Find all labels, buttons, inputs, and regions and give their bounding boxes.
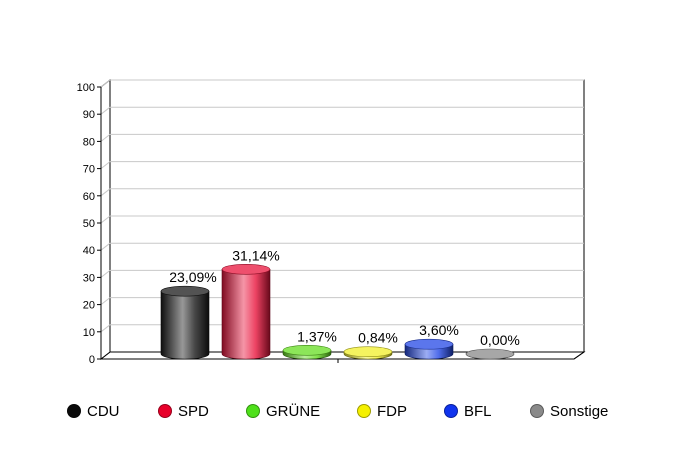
y-tick-label: 30 <box>83 272 95 284</box>
y-tick-label: 70 <box>83 164 95 176</box>
bar-fdp <box>343 346 393 360</box>
data-label: 0,84% <box>358 330 398 346</box>
y-tick-label: 80 <box>83 136 95 148</box>
legend-label: CDU <box>87 402 120 420</box>
legend-label: BFL <box>464 402 492 420</box>
bar-top <box>160 285 210 297</box>
legend-item: SPD <box>158 400 209 422</box>
bar-cdu <box>160 285 210 360</box>
bar-top <box>465 348 515 360</box>
data-label: 0,00% <box>480 332 520 348</box>
data-label: 23,09% <box>169 269 216 285</box>
bar-bfl <box>404 338 454 360</box>
y-tick-label: 0 <box>89 354 95 366</box>
y-tick-label: 10 <box>83 327 95 339</box>
legend: CDU SPD GRÜNE FDP BFL Sonstige <box>0 400 678 424</box>
bar-spd <box>221 263 271 360</box>
data-label: 3,60% <box>419 322 459 338</box>
legend-label: FDP <box>377 402 407 420</box>
gridline-side <box>100 79 111 88</box>
gridline-side <box>100 242 111 251</box>
bar-top <box>282 344 332 356</box>
bar-grüne <box>282 344 332 360</box>
gridline-side <box>100 161 111 169</box>
legend-dot-icon <box>67 404 81 418</box>
data-label: 1,37% <box>297 328 337 344</box>
legend-dot-icon <box>530 404 544 418</box>
data-labels: 23,09% 31,14% 1,37% 0,84% 3,60% 0,00% <box>169 247 520 348</box>
legend-dot-icon <box>357 404 371 418</box>
legend-dot-icon <box>444 404 458 418</box>
bar-body <box>160 290 210 360</box>
floor-right-edge <box>573 351 585 360</box>
bar-sonstige <box>465 348 515 360</box>
y-tick-label: 100 <box>77 82 95 94</box>
gridline-side <box>100 270 111 278</box>
gridline-side <box>100 134 111 142</box>
bar-chart: 0 10 20 30 40 50 60 70 80 90 100 23,09% 31,14% 1,37%… <box>77 78 586 366</box>
bar-body <box>221 268 271 360</box>
legend-item: Sonstige <box>530 400 608 422</box>
gridline-side <box>100 324 111 333</box>
bar-top <box>343 346 393 358</box>
bar-top <box>221 263 271 275</box>
legend-item: CDU <box>67 400 120 422</box>
legend-item: BFL <box>444 400 492 422</box>
data-label: 31,14% <box>232 247 279 263</box>
y-tick-label: 40 <box>83 245 95 257</box>
legend-label: Sonstige <box>550 402 609 420</box>
legend-item: GRÜNE <box>246 400 320 422</box>
legend-label: SPD <box>178 402 209 420</box>
bar-top <box>404 338 454 350</box>
y-tick-label: 50 <box>83 218 95 230</box>
bars <box>160 263 515 360</box>
gridline-side <box>100 215 111 224</box>
legend-item: FDP <box>357 400 407 422</box>
y-tick-label: 90 <box>83 109 95 121</box>
legend-dot-icon <box>158 404 172 418</box>
y-tick-label: 20 <box>83 300 95 312</box>
y-tick-label: 60 <box>83 191 95 203</box>
gridline-side <box>100 297 111 305</box>
gridline-side <box>100 188 111 197</box>
gridline-side <box>100 106 111 115</box>
legend-dot-icon <box>246 404 260 418</box>
legend-label: GRÜNE <box>266 402 321 420</box>
